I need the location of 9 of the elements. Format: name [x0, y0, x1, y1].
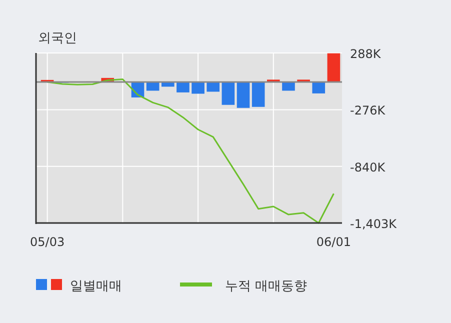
ytick: -840K	[350, 160, 386, 174]
ytick: -1,403K	[350, 217, 397, 231]
legend-label: 일별매매	[70, 279, 122, 294]
xtick: 06/01	[316, 235, 351, 249]
ytick: 288K	[350, 47, 381, 61]
xtick: 05/03	[30, 235, 65, 249]
title: 외국인	[38, 31, 77, 46]
legend-label: 누적 매매동향	[225, 279, 308, 294]
ytick: -276K	[350, 104, 386, 118]
